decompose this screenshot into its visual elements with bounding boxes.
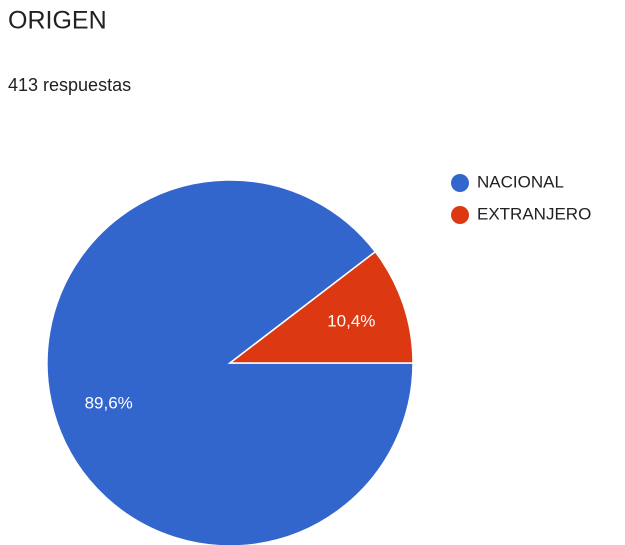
legend-label: EXTRANJERO <box>477 204 591 223</box>
pie-slice <box>227 250 414 364</box>
chart-title: ORIGEN <box>8 7 107 35</box>
legend-label: NACIONAL <box>477 172 564 191</box>
slice-label: 89,6% <box>85 394 133 413</box>
legend-marker <box>451 174 469 192</box>
legend-marker <box>451 206 469 224</box>
chart-subtitle: 413 respuestas <box>8 75 131 95</box>
slice-label: 10,4% <box>327 311 375 330</box>
